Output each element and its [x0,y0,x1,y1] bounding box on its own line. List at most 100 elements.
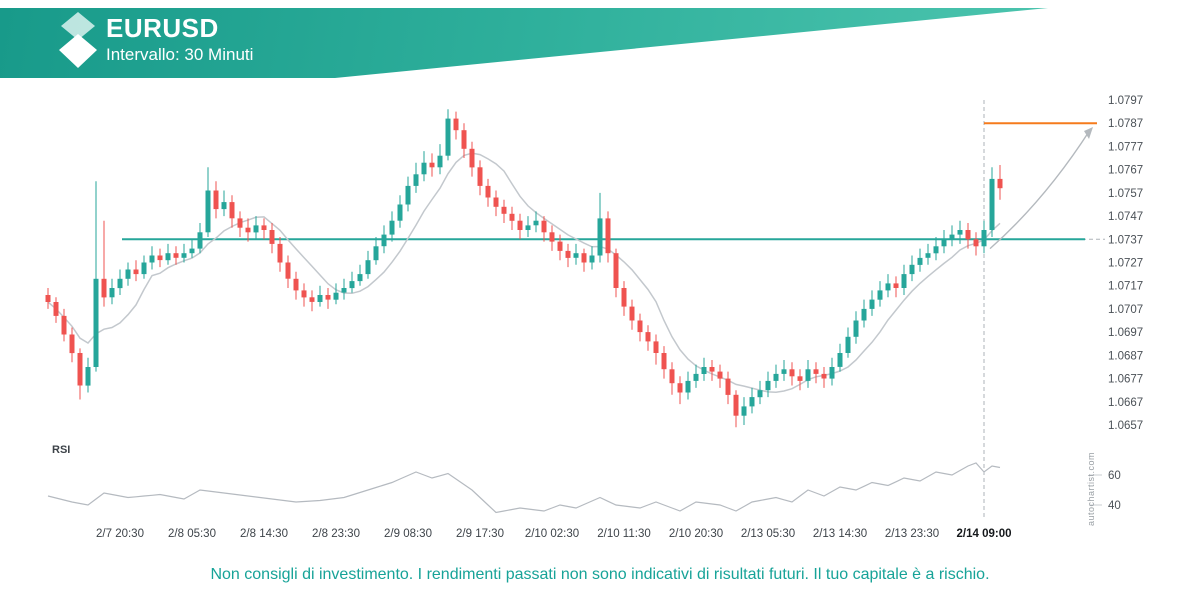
candle [549,225,555,251]
candle [477,160,483,196]
price-axis-label: 1.0797 [1108,95,1143,107]
candle [421,151,427,182]
time-axis-label: 2/14 09:00 [957,528,1012,540]
candle [749,387,755,414]
candle [85,357,91,393]
candle [485,178,491,207]
candle [173,246,179,265]
candle [77,348,83,400]
price-axis-label: 1.0657 [1108,420,1143,432]
candle [901,264,907,295]
forecast-arrowhead [1084,127,1093,139]
candle [293,271,299,300]
candle [277,237,283,272]
candle [613,248,619,298]
candle [733,390,739,428]
candle [381,225,387,254]
candle [117,269,123,295]
candle [61,308,67,342]
price-axis-label: 1.0757 [1108,188,1143,200]
candle [69,327,75,363]
candle [709,360,715,381]
candle [453,111,459,140]
candle [437,144,443,175]
time-axis-label: 2/10 11:30 [597,528,651,540]
candle [845,327,851,358]
candle [125,262,131,286]
price-axis-label: 1.0777 [1108,141,1143,153]
candle [253,216,259,240]
candle [789,362,795,386]
candle [821,367,827,388]
candle [989,167,995,237]
candle [197,223,203,254]
candle [965,223,971,249]
price-axis-label: 1.0667 [1108,397,1143,409]
candle [237,211,243,237]
price-axis-label: 1.0747 [1108,211,1143,223]
candle [389,211,395,242]
price-axis-label: 1.0767 [1108,165,1143,177]
time-axis-label: 2/13 23:30 [885,528,939,540]
candle [533,211,539,233]
time-axis-label: 2/13 05:30 [741,528,795,540]
candle [717,364,723,388]
disclaimer-text: Non consigli di investimento. I rendimen… [210,566,990,583]
candle [341,278,347,300]
price-axis-label: 1.0737 [1108,234,1143,246]
candle [669,362,675,395]
candle [149,246,155,270]
candle [725,371,731,405]
candle [541,216,547,242]
time-axis-label: 2/7 20:30 [96,528,144,540]
candle [653,334,659,365]
candle [877,281,883,307]
candle [581,248,587,272]
candle [981,220,987,254]
price-axis-label: 1.0787 [1108,118,1143,130]
candle [573,243,579,265]
candle [229,195,235,228]
candle [309,290,315,312]
candle [813,362,819,384]
price-axis-label: 1.0707 [1108,304,1143,316]
candle [189,239,195,258]
time-axis-label: 2/8 23:30 [312,528,360,540]
candle [677,376,683,405]
candle [693,364,699,388]
candle [837,343,843,372]
price-axis-label: 1.0697 [1108,327,1143,339]
candle [933,237,939,261]
candle [949,225,955,247]
time-axis-label: 2/10 02:30 [525,528,579,540]
candle [133,260,139,282]
candle [493,190,499,217]
candle [45,288,51,309]
candle [997,165,1003,200]
moving-average-line [47,152,1001,393]
price-axis-label: 1.0687 [1108,350,1143,362]
candle [909,255,915,282]
time-axis-label: 2/8 05:30 [168,528,216,540]
candle [397,195,403,228]
candle [597,192,603,263]
price-axis-label: 1.0717 [1108,281,1143,293]
candle [325,288,331,309]
candle [101,220,107,307]
candle [869,290,875,316]
candle [357,264,363,286]
candle [621,281,627,316]
candle [829,357,835,386]
candle [109,278,115,305]
time-axis-label: 2/10 20:30 [669,528,723,540]
price-axis-label: 1.0677 [1108,374,1143,386]
interval-label: Intervallo: 30 Minuti [106,45,254,64]
candle [645,325,651,351]
candle [469,141,475,177]
candle [925,243,931,265]
candle [221,190,227,217]
candle [773,364,779,388]
candle [501,199,507,223]
candle [941,230,947,254]
